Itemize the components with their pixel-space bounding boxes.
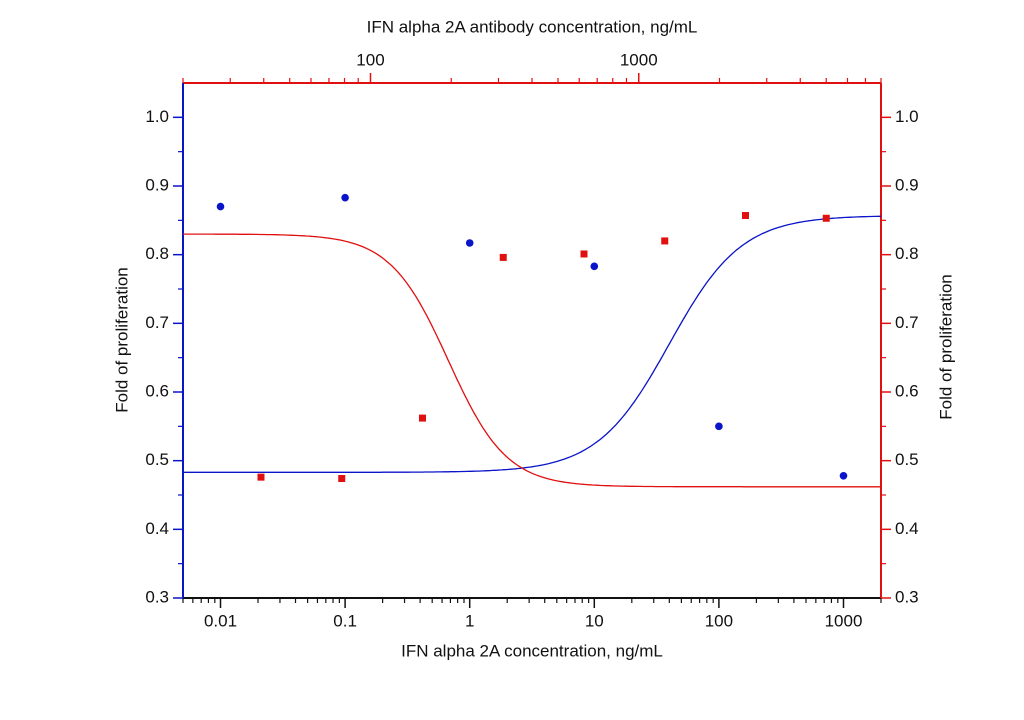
data-point — [465, 239, 474, 247]
y2-tick-label: 1.0 — [895, 107, 919, 126]
y-tick-label: 0.4 — [145, 519, 169, 538]
x-tick-label: 1 — [465, 611, 474, 630]
y2-tick-label: 0.4 — [895, 519, 919, 538]
x-tick-label: 1000 — [825, 611, 863, 630]
y2-tick-label: 0.5 — [895, 450, 919, 469]
fit-curve — [183, 233, 881, 488]
y-tick-label: 0.8 — [145, 244, 169, 263]
x-axis-label: IFN alpha 2A concentration, ng/mL — [401, 641, 663, 660]
data-point — [822, 214, 830, 222]
x-tick-label: 100 — [705, 611, 733, 630]
y-axis-label: Fold of proliferation — [112, 267, 131, 413]
y-tick-label: 0.3 — [145, 587, 169, 606]
data-point — [661, 237, 669, 245]
data-point — [715, 422, 723, 431]
x-tick-label: 10 — [585, 611, 604, 630]
data-point — [216, 202, 225, 211]
y2-tick-label: 0.8 — [895, 244, 919, 263]
fit-curve — [183, 215, 881, 473]
y2-tick-label: 0.9 — [895, 175, 919, 194]
x-tick-label: 0.01 — [204, 611, 237, 630]
x-tick-label: 0.1 — [333, 611, 357, 630]
x2-axis-label: IFN alpha 2A antibody concentration, ng/… — [367, 17, 698, 36]
data-point — [499, 253, 507, 261]
y-tick-label: 0.7 — [145, 313, 169, 332]
y-tick-label: 0.5 — [145, 450, 169, 469]
data-point — [341, 193, 349, 202]
data-point — [590, 262, 599, 271]
y2-tick-label: 0.6 — [895, 381, 919, 400]
x2-tick-label: 1000 — [620, 50, 658, 69]
y-tick-label: 0.9 — [145, 175, 169, 194]
y2-tick-label: 0.3 — [895, 587, 919, 606]
data-point — [338, 475, 346, 483]
data-point — [257, 473, 265, 481]
data-point — [418, 414, 426, 422]
data-point — [741, 212, 749, 220]
y2-tick-label: 0.7 — [895, 313, 919, 332]
y-tick-label: 1.0 — [145, 107, 169, 126]
x2-tick-label: 100 — [356, 50, 384, 69]
y2-axis-label: Fold of proliferation — [936, 274, 955, 420]
data-point — [839, 471, 848, 480]
data-point — [580, 250, 588, 258]
y-tick-label: 0.6 — [145, 381, 169, 400]
